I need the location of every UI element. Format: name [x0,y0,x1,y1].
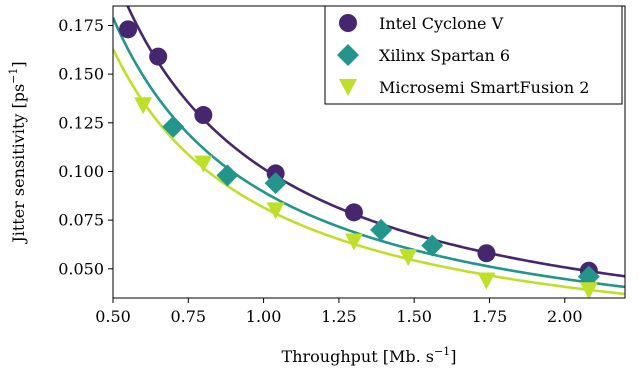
data-point-series-2 [421,234,444,257]
fit-line-3 [113,48,625,296]
data-point-series-1 [194,106,213,125]
data-point-series-1 [149,47,168,66]
data-point-series-2 [264,172,287,195]
data-point-series-3 [399,249,418,267]
legend-marker-2 [337,44,359,66]
legend-box [324,5,623,105]
x-tick-label: 0.75 [170,307,206,326]
x-tick-label: 2.00 [547,307,583,326]
fit-line-2 [113,17,625,289]
x-tick-label: 1.25 [321,307,357,326]
data-point-series-3 [477,272,496,290]
x-axis: 0.50 0.75 1.00 1.25 1.50 1.75 2.00 [95,298,583,326]
x-tick-label: 1.75 [472,307,508,326]
legend-label-1: Intel Cyclone V [379,14,504,33]
y-axis: 0.050 0.075 0.100 0.125 0.150 0.175 [58,16,113,278]
x-axis-title: Throughput [Mb. s−1] [282,345,457,366]
y-tick-label: 0.125 [58,113,104,132]
legend-marker-3 [339,79,357,96]
x-tick-label: 1.50 [396,307,432,326]
x-tick-label: 1.00 [246,307,282,326]
y-tick-label: 0.175 [58,16,104,35]
y-tick-label: 0.100 [58,162,104,181]
legend-marker-1 [339,14,357,32]
data-point-series-3 [134,97,153,115]
data-point-series-3 [579,282,598,298]
y-axis-title: Jitter sensitivity [ps−1] [7,61,28,244]
data-point-series-3 [194,155,213,173]
data-point-series-1 [119,20,138,39]
data-point-series-1 [344,203,363,222]
data-markers [119,20,600,298]
y-tick-label: 0.050 [58,259,104,278]
legend-label-3: Microsemi SmartFusion 2 [379,78,589,97]
legend: Intel Cyclone V Xilinx Spartan 6 Microsemi… [324,5,623,105]
data-point-series-3 [266,202,285,220]
data-point-series-2 [216,164,239,187]
legend-label-2: Xilinx Spartan 6 [379,46,510,65]
x-tick-label: 0.50 [95,307,131,326]
data-point-series-2 [577,265,600,288]
data-point-series-1 [477,244,496,263]
data-point-series-2 [162,115,185,138]
data-point-series-2 [370,218,393,241]
data-point-series-3 [344,233,363,251]
y-tick-label: 0.150 [58,65,104,84]
y-tick-label: 0.075 [58,211,104,230]
